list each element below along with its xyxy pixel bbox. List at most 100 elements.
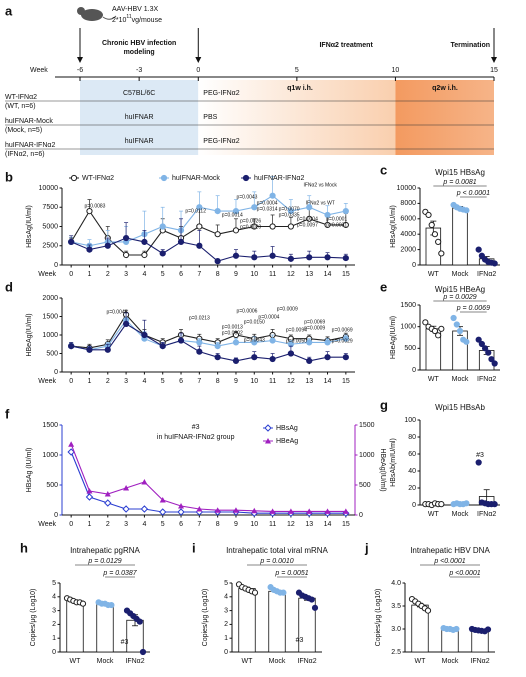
x-tick-label: 14 [324,378,332,385]
marker [232,331,240,339]
annotation: p=0.0002 [222,330,243,336]
marker [232,507,239,513]
marker [196,204,203,211]
marker [123,485,130,491]
q2w-phase [395,80,494,155]
bar [268,590,286,653]
marker [122,320,130,327]
y-tick-label: 1 [224,635,228,642]
dose-unit: vg/mouse [132,17,162,24]
marker [196,506,203,512]
marker [141,238,148,245]
y-tick-label: 1000 [359,452,375,459]
y2-axis-label: HBeAg(IU/ml) [379,448,386,491]
marker [431,231,439,238]
strain: C57BL/6C [123,90,155,97]
marker [463,338,470,345]
y-tick-label: 0 [52,649,56,656]
series-line [70,237,346,262]
y-tick-label: 3 [52,607,56,614]
annotation: #3 [296,637,304,644]
marker [232,252,240,259]
p-value: p < 0.0001 [456,190,490,197]
x-tick-label: 4 [142,378,146,385]
bar [441,628,459,653]
y-axis-label: HBsAg (IU/ml) [26,448,33,493]
modeling-phase [80,80,199,155]
x-tick-label: WT [428,271,440,278]
x-axis-label: Week [38,521,56,528]
y-tick-label: 1000 [42,332,58,339]
x-tick-label: 12 [287,378,295,385]
x-tick-label: 15 [342,378,350,385]
chart-title: Wpi15 HBsAg [435,168,485,177]
annotation: p=0.0009 [277,306,298,312]
x-tick-label: 8 [216,271,220,278]
y-tick-label: 2.5 [391,649,401,656]
legend-label: WT-IFNα2 [82,175,114,182]
marker [324,354,331,361]
marker [450,314,457,322]
x-tick-label: WT [70,658,82,665]
series-line [71,313,346,349]
panel-label: j [364,540,369,555]
marker [196,223,203,230]
x-axis-label: Week [38,271,56,278]
y-tick-label: 2 [224,621,228,628]
y-tick-label: 2500 [42,243,58,250]
x-tick-label: 7 [197,378,201,385]
marker [438,501,445,508]
marker [136,618,143,625]
y-tick-label: 5000 [42,223,58,230]
marker [342,221,349,229]
y-tick-label: 500 [404,345,416,352]
y-tick-label: 6000 [400,216,416,223]
mouse-icon [77,7,117,21]
p-value: p = 0.0129 [87,558,121,565]
legend-label: HBeAg [276,438,298,445]
y-tick-label: 20 [408,485,416,492]
marker [214,507,221,513]
marker [232,357,240,364]
marker [86,246,93,253]
marker [85,493,94,501]
x-tick-label: WT [428,511,440,518]
marker [306,508,313,514]
x-tick-label: 8 [216,521,220,528]
annotation: p=0.0009 [304,325,325,331]
phase-label: Chronic HBV infection [102,40,176,47]
marker [178,503,185,509]
x-tick-label: Mock [269,658,286,665]
y-tick-label: 4 [52,594,56,601]
legend-label: HBsAg [276,425,298,432]
marker [485,349,492,356]
annotation: p=0.0046 [106,309,127,315]
y-tick-label: 0 [412,262,416,269]
marker [139,648,147,656]
panel-label: i [192,540,196,555]
x-tick-label: 13 [305,271,313,278]
series-line [70,443,346,512]
annotation: p=0.0006 [236,308,257,314]
regimen-drug: PEG-IFNα2 [203,90,239,97]
x-tick-label: 10 [250,271,258,278]
marker [104,491,111,497]
y-tick-label: 4 [224,594,228,601]
y-tick-label: 3.5 [391,603,401,610]
marker [196,242,203,249]
marker [306,357,313,364]
x-tick-label: 10 [250,521,258,528]
week-tick-label: -3 [136,67,142,74]
marker [481,345,489,352]
panel-label: f [5,406,10,421]
marker [251,589,259,596]
y-tick-label: 4.0 [391,580,401,587]
annotation: p=0.0343 [244,337,265,343]
x-tick-label: 2 [106,271,110,278]
annotation: p=0.0004 [297,216,318,222]
phase-label: Termination [450,42,490,49]
series-line [71,319,346,351]
panel-label: h [20,540,28,555]
bar [452,330,468,371]
annotation: p=0.0083 [84,203,105,209]
